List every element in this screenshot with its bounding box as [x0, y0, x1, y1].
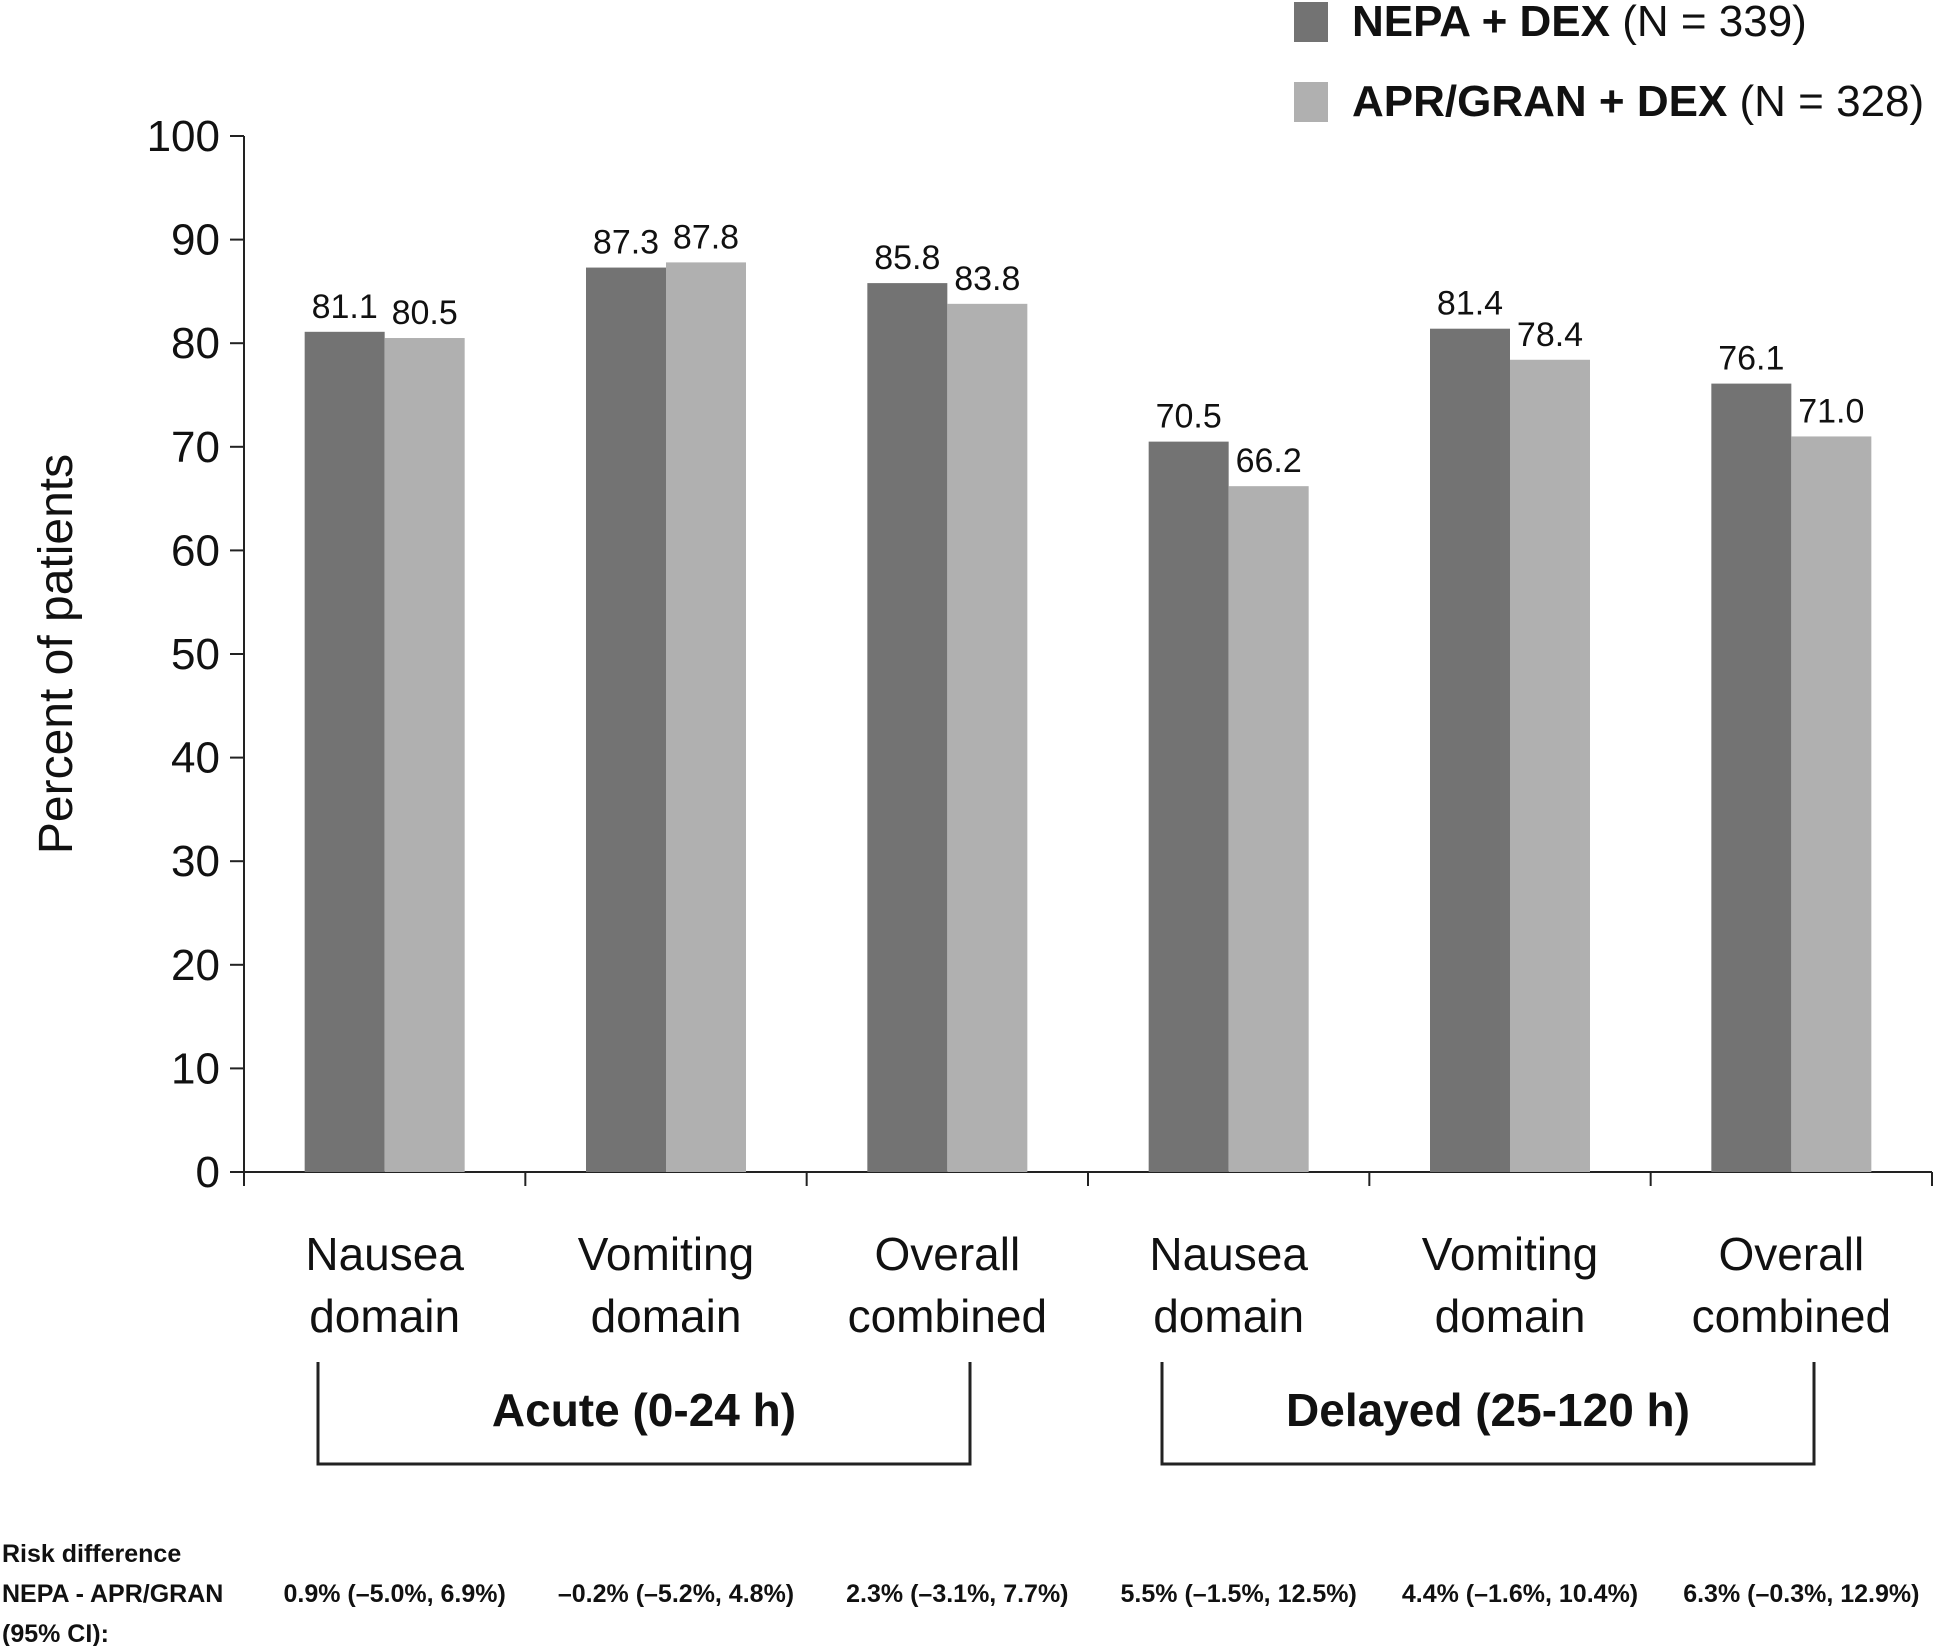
- bar-series-1-cat-2: [586, 267, 666, 1172]
- group-bracket-2: [1160, 1362, 1816, 1466]
- x-category-label: Vomiting: [578, 1228, 754, 1280]
- bar-series-1-cat-5: [1430, 328, 1510, 1172]
- bar-value-label: 80.5: [392, 294, 458, 332]
- x-category-label: Nausea: [1149, 1228, 1308, 1280]
- risk-difference-value: 0.9% (–5.0%, 6.9%): [283, 1580, 505, 1608]
- x-category-label: Overall: [874, 1228, 1020, 1280]
- bar-value-label: 66.2: [1236, 442, 1302, 480]
- risk-difference-value: 5.5% (–1.5%, 12.5%): [1121, 1580, 1357, 1608]
- chart-value-labels: 81.1 80.5 87.3 87.8 85.8 83.8 70.5 66.2 81.4 78.4…: [312, 218, 1865, 480]
- x-category-label: Vomiting: [1422, 1228, 1598, 1280]
- bar-value-label: 87.8: [673, 218, 739, 256]
- chart-category-labels: Nausea domain Vomiting domain Overall combine…: [305, 1228, 1891, 1342]
- bar-value-label: 85.8: [874, 239, 940, 277]
- x-category-label: Nausea: [305, 1228, 464, 1280]
- group-bracket-1: [316, 1362, 972, 1466]
- bar-value-label: 76.1: [1718, 340, 1784, 378]
- y-tick-label: 60: [171, 526, 220, 575]
- bar-series-1-cat-4: [1148, 441, 1229, 1172]
- bar-series-1-cat-6: [1711, 383, 1792, 1172]
- y-tick-label: 90: [171, 216, 220, 265]
- x-category-label: domain: [591, 1290, 742, 1342]
- y-tick-label: 10: [171, 1044, 220, 1093]
- legend-swatch-1: [1294, 2, 1328, 42]
- x-category-label: Overall: [1718, 1228, 1864, 1280]
- bar-value-label: 83.8: [954, 260, 1020, 298]
- chart-axes: 0 10 20 30 40 50 60 70 80 90 100 Percent of patient…: [30, 112, 1933, 1197]
- risk-difference-value: 4.4% (–1.6%, 10.4%): [1402, 1580, 1638, 1608]
- y-tick-label: 50: [171, 630, 220, 679]
- group-label: Acute (0-24 h): [492, 1384, 796, 1436]
- risk-difference-label: (95% CI):: [2, 1620, 109, 1646]
- risk-difference-value: –0.2% (–5.2%, 4.8%): [558, 1580, 794, 1608]
- risk-difference-label: Risk difference: [2, 1540, 181, 1568]
- bar-series-2-cat-4: [1228, 486, 1309, 1173]
- y-tick-label: 100: [147, 112, 220, 161]
- bar-value-label: 81.4: [1437, 285, 1503, 323]
- bar-value-label: 87.3: [593, 224, 659, 262]
- group-label: Delayed (25-120 h): [1286, 1384, 1690, 1436]
- x-category-label: combined: [848, 1290, 1047, 1342]
- risk-difference-value: 6.3% (–0.3%, 12.9%): [1683, 1580, 1919, 1608]
- bar-value-label: 70.5: [1156, 398, 1222, 436]
- chart-group-brackets: Acute (0-24 h) Delayed (25-120 h): [316, 1362, 1816, 1466]
- y-axis-label: Percent of patients: [30, 454, 83, 854]
- chart-bars: [304, 262, 1872, 1173]
- bar-series-2-cat-1: [384, 338, 465, 1172]
- bar-value-label: 81.1: [312, 288, 378, 326]
- bar-value-label: 71.0: [1798, 392, 1864, 430]
- bar-series-2-cat-6: [1791, 436, 1872, 1172]
- bar-value-label: 78.4: [1517, 316, 1583, 354]
- bar-series-2-cat-5: [1510, 359, 1590, 1172]
- risk-difference-label: NEPA - APR/GRAN: [2, 1580, 223, 1608]
- risk-difference-table: Risk difference NEPA - APR/GRAN (95% CI): 0…: [2, 1540, 1919, 1646]
- y-tick-label: 30: [171, 837, 220, 886]
- y-tick-label: 20: [171, 941, 220, 990]
- x-category-label: combined: [1692, 1290, 1891, 1342]
- bar-series-1-cat-3: [867, 283, 948, 1172]
- bar-series-2-cat-3: [947, 303, 1028, 1172]
- y-tick-label: 80: [171, 319, 220, 368]
- x-category-label: domain: [1153, 1290, 1304, 1342]
- x-category-label: domain: [309, 1290, 460, 1342]
- y-tick-label: 0: [196, 1148, 220, 1197]
- bar-series-2-cat-2: [666, 262, 746, 1173]
- y-tick-label: 70: [171, 423, 220, 472]
- chart-legend: NEPA + DEX (N = 339) APR/GRAN + DEX (N = …: [1294, 0, 1924, 126]
- x-category-label: domain: [1435, 1290, 1586, 1342]
- risk-difference-value: 2.3% (–3.1%, 7.7%): [846, 1580, 1068, 1608]
- bar-series-1-cat-1: [304, 331, 385, 1173]
- legend-entry-1: NEPA + DEX (N = 339): [1352, 0, 1807, 46]
- y-tick-label: 40: [171, 734, 220, 783]
- legend-swatch-2: [1294, 82, 1328, 122]
- legend-entry-2: APR/GRAN + DEX (N = 328): [1352, 77, 1924, 126]
